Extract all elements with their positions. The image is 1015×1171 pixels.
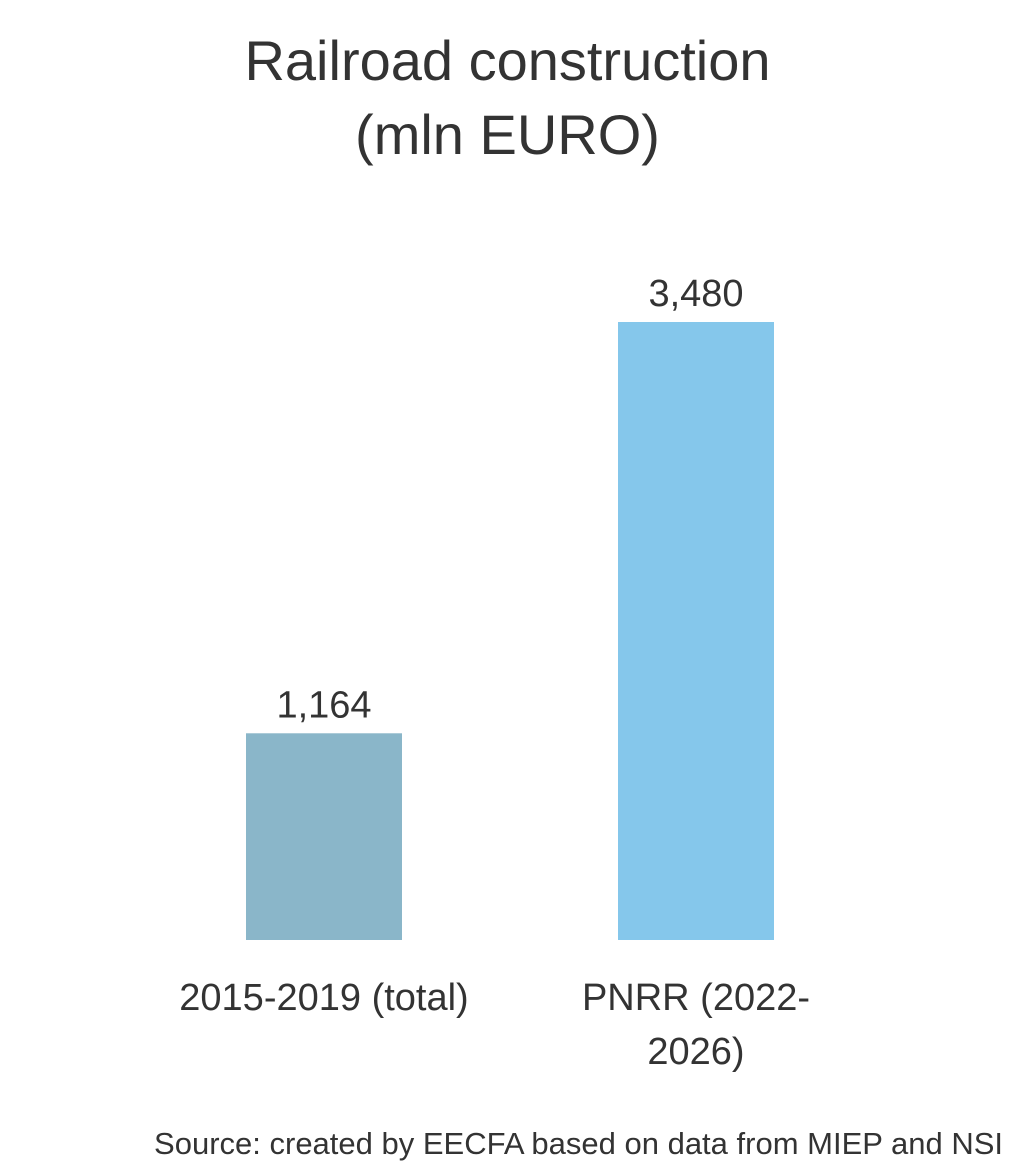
bar-2 [618, 322, 774, 940]
data-label-1: 1,164 [276, 684, 371, 726]
category-label-2-line-1: PNRR (2022- [582, 977, 810, 1019]
category-label-1: 2015-2019 (total) [179, 977, 468, 1019]
source-note: Source: created by EECFA based on data f… [154, 1126, 1003, 1161]
data-label-2: 3,480 [648, 273, 743, 315]
chart-title-line-1: Railroad construction [244, 29, 771, 92]
category-label-2-line-2: 2026) [647, 1031, 744, 1073]
chart-title: Railroad construction (mln EURO) [0, 24, 1015, 172]
bar-1 [246, 733, 402, 940]
chart-title-line-2: (mln EURO) [355, 103, 660, 166]
